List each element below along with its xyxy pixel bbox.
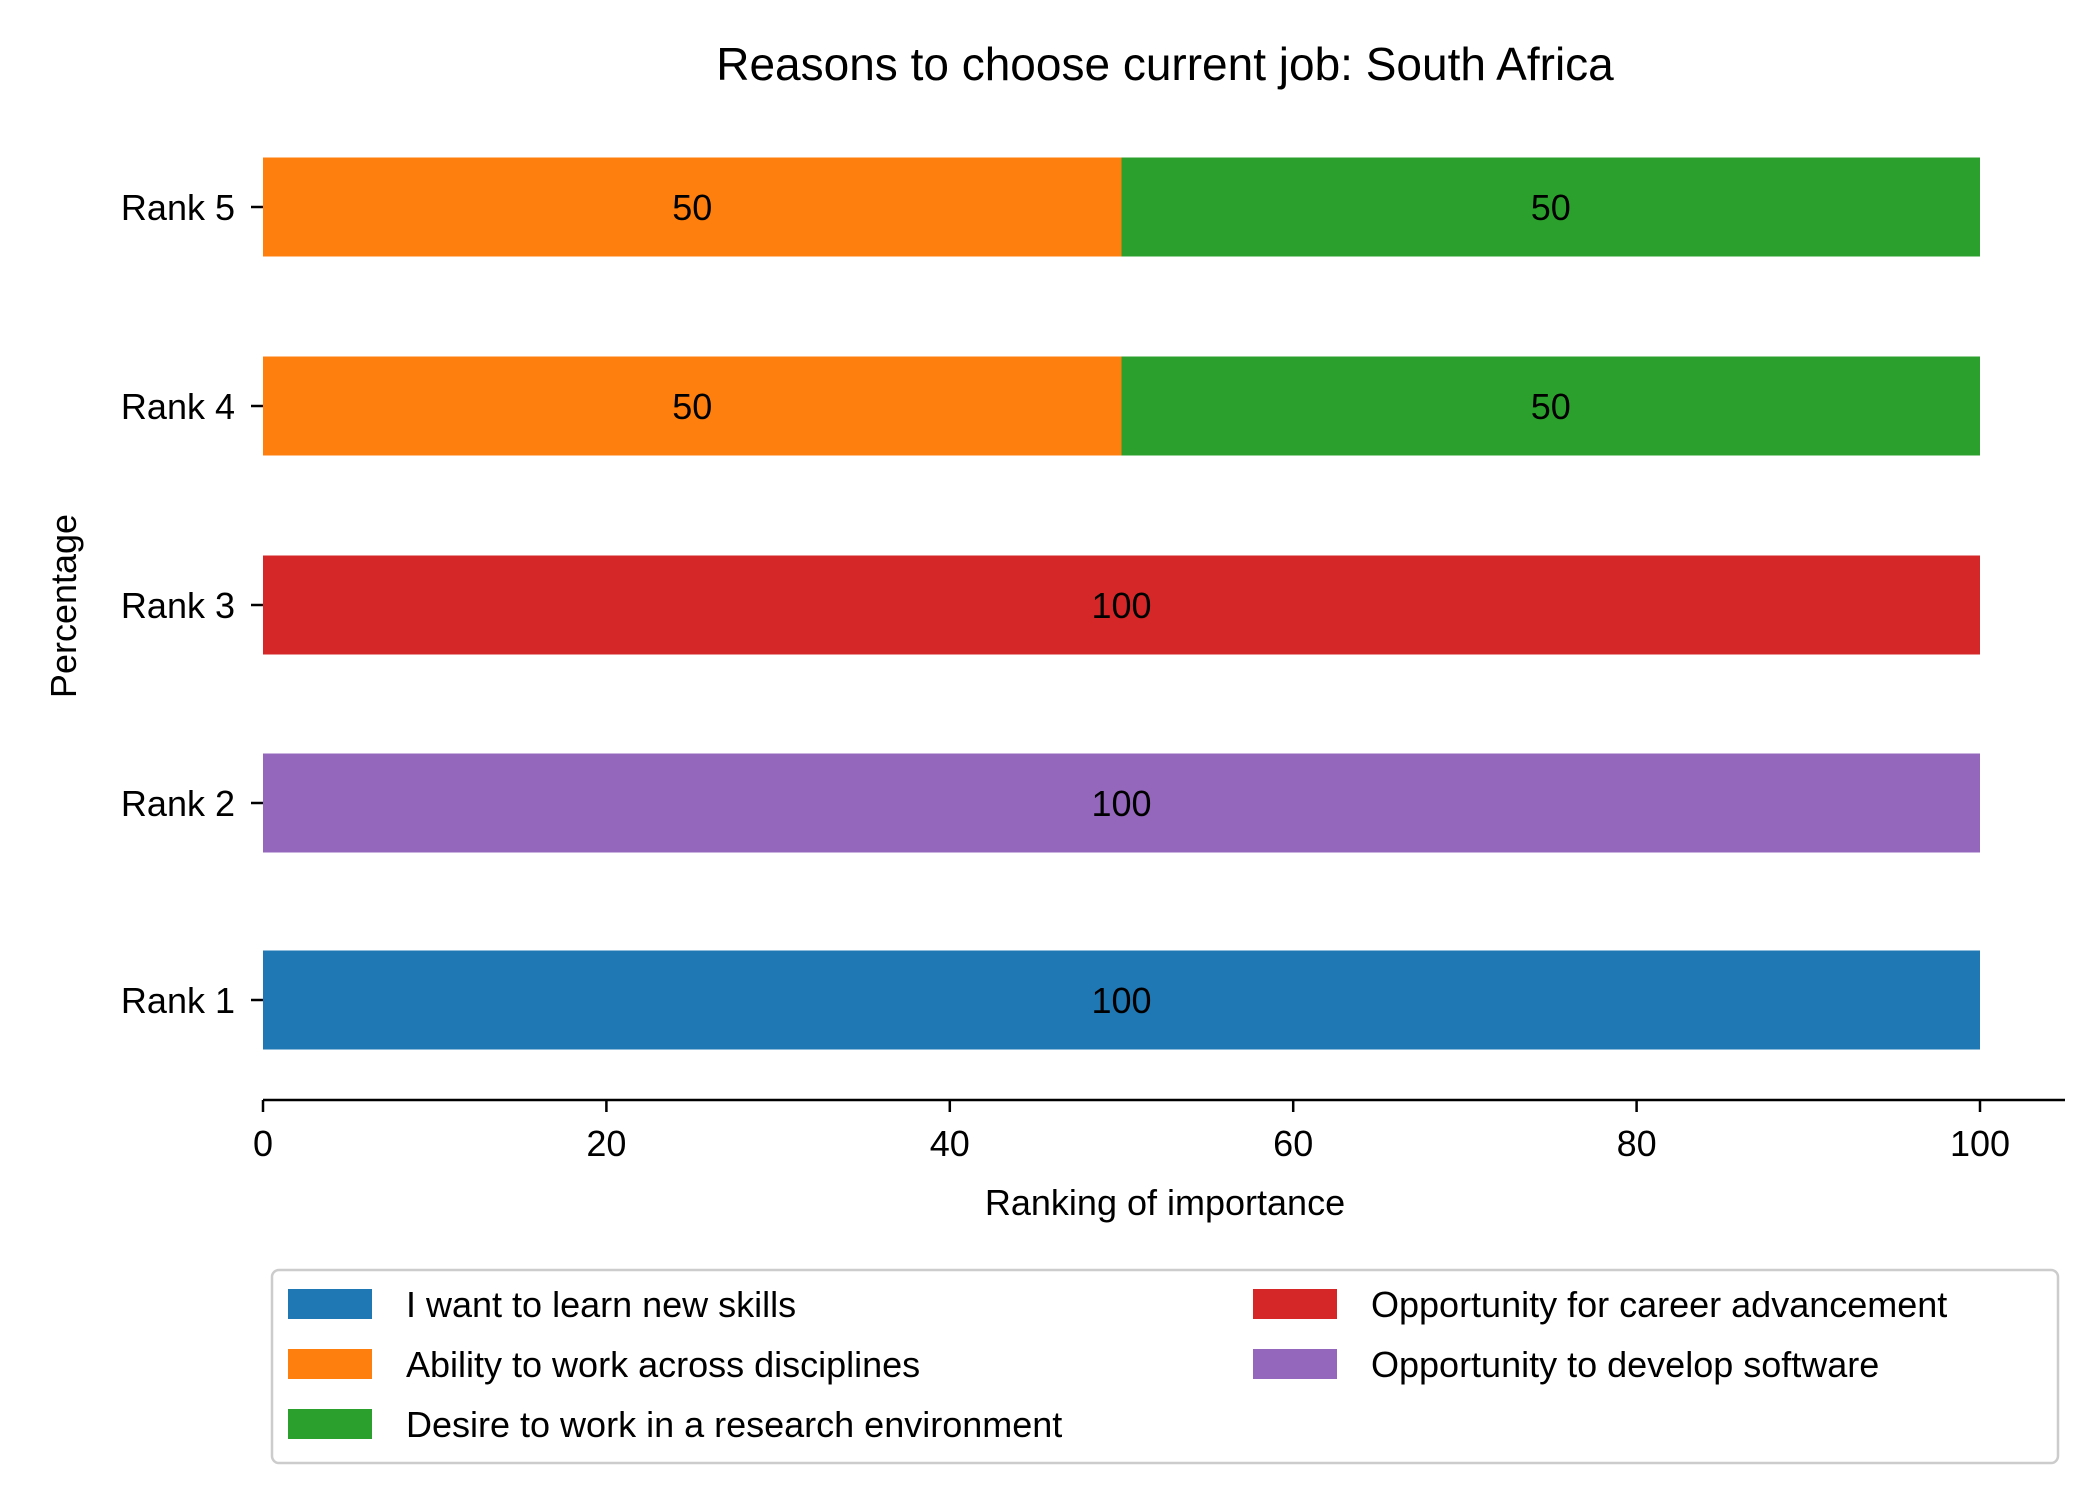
- y-tick-label: Rank 5: [121, 187, 235, 228]
- bar-rank-4-series-2: [1121, 356, 1980, 456]
- x-axis: 0 20 40 60 80 100: [253, 1098, 2065, 1164]
- legend-label: Opportunity to develop software: [1371, 1344, 1879, 1385]
- x-tick-label: 40: [930, 1123, 970, 1164]
- data-label: 100: [1091, 783, 1151, 824]
- x-tick-label: 60: [1273, 1123, 1313, 1164]
- x-tick-label: 20: [586, 1123, 626, 1164]
- legend-swatch: [288, 1289, 372, 1319]
- legend-label: Opportunity for career advancement: [1371, 1284, 1947, 1325]
- legend-box: [270, 1268, 2060, 1465]
- y-tick-label: Rank 4: [121, 386, 235, 427]
- chart-title: Reasons to choose current job: South Afr…: [716, 38, 1614, 90]
- x-axis-label: Ranking of importance: [985, 1182, 1345, 1223]
- legend-swatch: [288, 1349, 372, 1379]
- x-tick-label: 100: [1950, 1123, 2010, 1164]
- data-label: 50: [672, 386, 712, 427]
- bar-rank-5-series-2: [1121, 157, 1980, 257]
- y-tick-label: Rank 3: [121, 585, 235, 626]
- legend-label: Desire to work in a research environment: [406, 1404, 1062, 1445]
- legend-label: I want to learn new skills: [406, 1284, 796, 1325]
- legend-swatch: [288, 1409, 372, 1439]
- bar-rank-1-series-0: [263, 950, 1980, 1050]
- legend-label: Ability to work across disciplines: [406, 1344, 920, 1385]
- y-tick-label: Rank 2: [121, 783, 235, 824]
- y-axis: Rank 1 Rank 2 Rank 3 Rank 4 Rank 5: [121, 187, 263, 1021]
- legend-swatch: [1253, 1349, 1337, 1379]
- data-label: 50: [1531, 187, 1571, 228]
- y-axis-label: Percentage: [43, 514, 84, 698]
- bars-group: 100 100 100 50 50 50 50: [263, 157, 1980, 1050]
- y-tick-label: Rank 1: [121, 980, 235, 1021]
- legend-swatch: [1253, 1289, 1337, 1319]
- x-tick-label: 0: [253, 1123, 273, 1164]
- data-label: 100: [1091, 980, 1151, 1021]
- bar-rank-5-series-1: [263, 157, 1122, 257]
- bar-rank-4-series-1: [263, 356, 1122, 456]
- data-label: 50: [1531, 386, 1571, 427]
- data-label: 100: [1091, 585, 1151, 626]
- x-tick-label: 80: [1617, 1123, 1657, 1164]
- legend: I want to learn new skills Ability to wor…: [270, 1268, 2060, 1465]
- bar-rank-3-series-3: [263, 555, 1980, 655]
- data-label: 50: [672, 187, 712, 228]
- bar-rank-2-series-4: [263, 753, 1980, 853]
